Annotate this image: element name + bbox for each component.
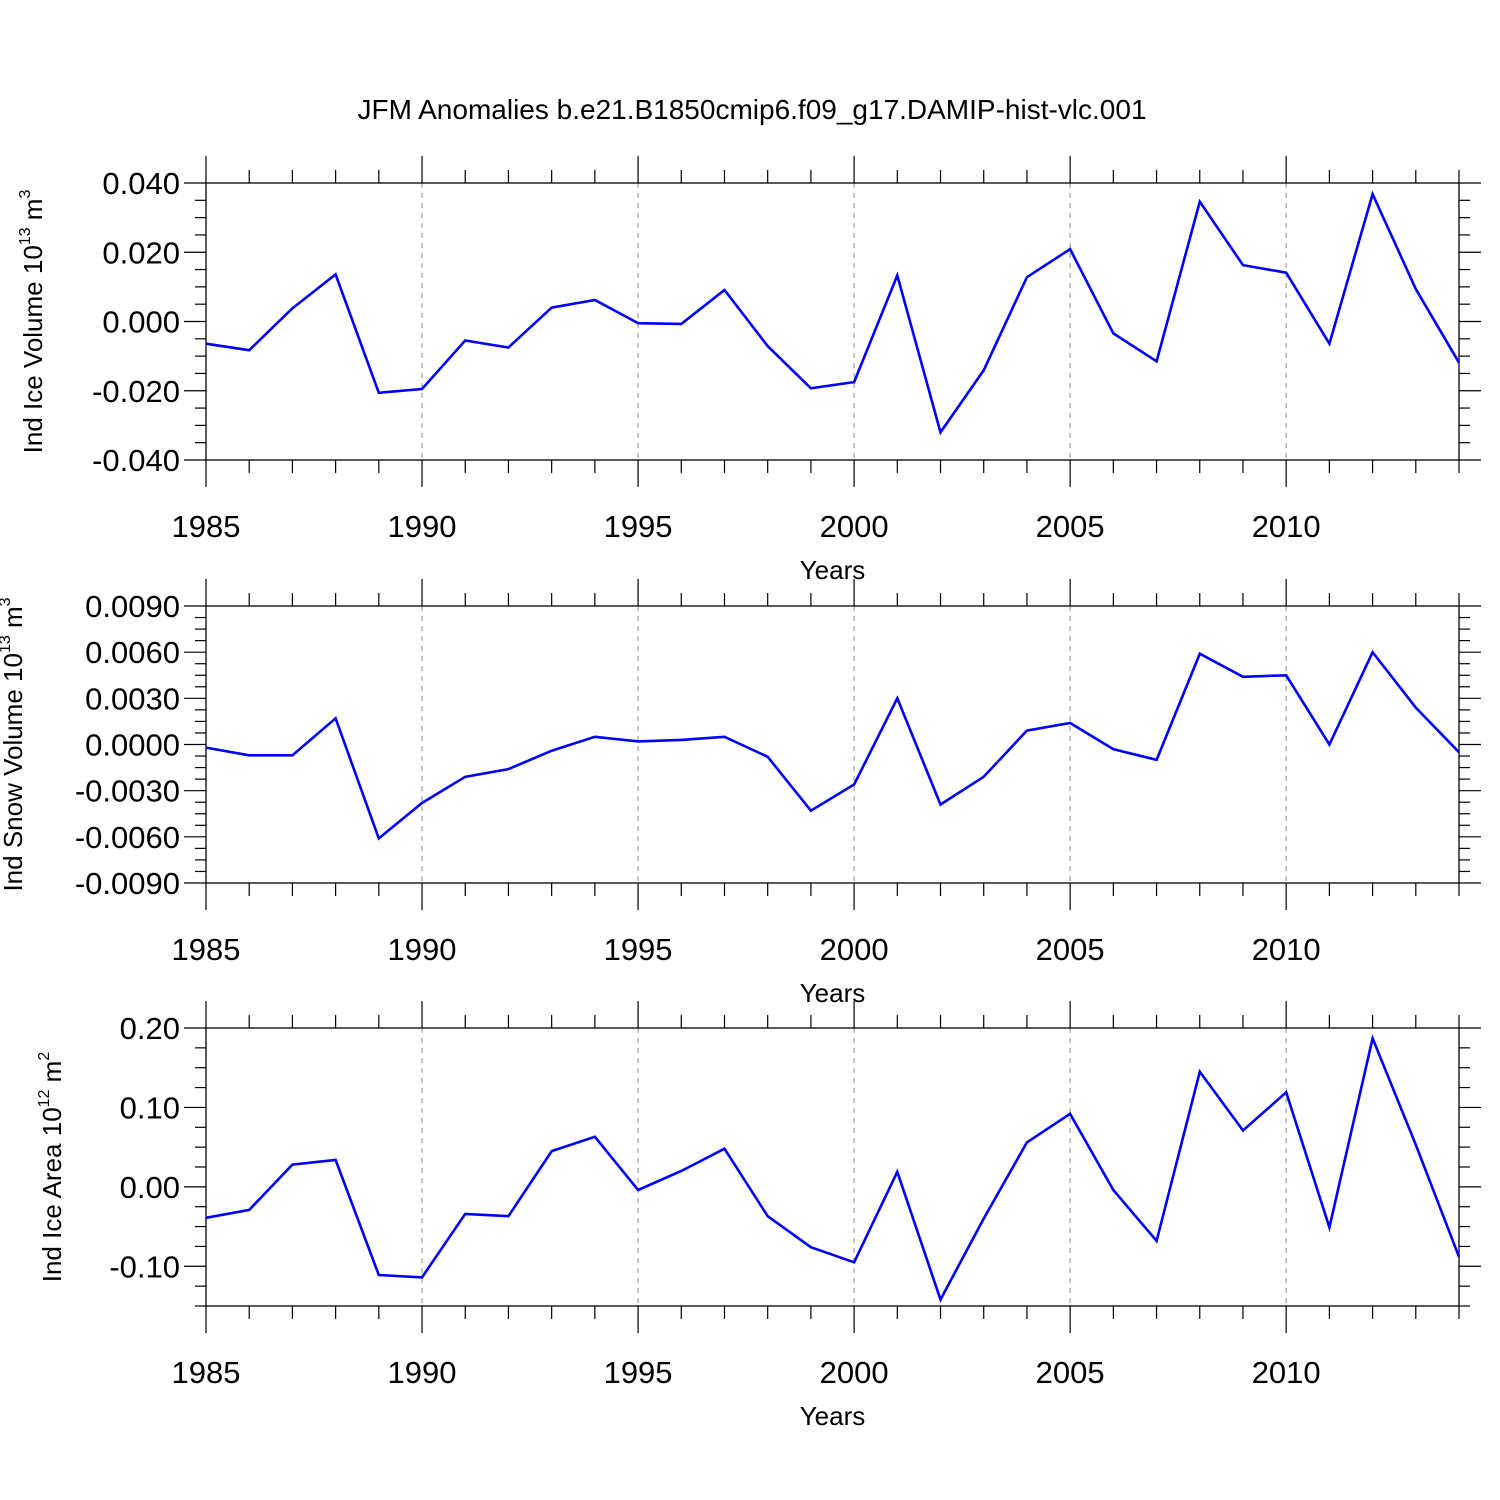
series-line-1 bbox=[205, 1033, 1461, 1303]
y-tick-label: 0.0060 bbox=[85, 635, 180, 670]
y-tick-label: 0.0000 bbox=[85, 728, 180, 763]
series-line-1 bbox=[205, 649, 1460, 841]
x-tick-label: 2000 bbox=[820, 1355, 889, 1390]
y-tick-label: -0.0060 bbox=[75, 820, 180, 855]
x-tick-label: 2000 bbox=[820, 509, 889, 544]
x-tick-label: 1990 bbox=[388, 1355, 457, 1390]
y-axis-label: Ind Ice Volume 1013 m3 bbox=[17, 190, 48, 454]
y-tick-label: 0.00 bbox=[120, 1170, 180, 1205]
x-tick-label: 2000 bbox=[820, 932, 889, 967]
chart-panel-3: -0.10 0.00 0.10 0.20 1985 1990 1995 2000 2005 201… bbox=[36, 1001, 1481, 1431]
chart-title: JFM Anomalies b.e21.B1850cmip6.f09_g17.D… bbox=[357, 94, 1146, 125]
y-axis-label: Ind Snow Volume 1013 m3 bbox=[0, 597, 28, 891]
x-axis-label: Years bbox=[800, 1401, 866, 1431]
x-tick-label: 2010 bbox=[1252, 509, 1321, 544]
y-tick-label: 0.20 bbox=[120, 1011, 180, 1046]
x-tick-label: 1985 bbox=[172, 932, 241, 967]
y-tick-label: 0.0090 bbox=[85, 589, 180, 624]
y-tick-label: 0.000 bbox=[102, 305, 180, 340]
x-tick-label: 1995 bbox=[604, 932, 673, 967]
y-axis-label: Ind Ice Area 1012 m2 bbox=[36, 1052, 67, 1283]
x-tick-label: 2005 bbox=[1036, 1355, 1105, 1390]
x-axis-label: Years bbox=[800, 555, 866, 585]
x-tick-label: 2010 bbox=[1252, 932, 1321, 967]
chart-panels: -0.040 -0.020 0.000 0.020 0.040 1985 1990 1995 2… bbox=[0, 156, 1481, 1431]
x-tick-label: 1990 bbox=[388, 509, 457, 544]
plot-frame bbox=[205, 1027, 1460, 1307]
y-tick-label: -0.0090 bbox=[75, 866, 180, 901]
x-axis-label: Years bbox=[800, 978, 866, 1008]
y-tick-label: 0.020 bbox=[102, 235, 180, 270]
x-tick-label: 2005 bbox=[1036, 932, 1105, 967]
chart-panel-1: -0.040 -0.020 0.000 0.020 0.040 1985 1990 1995 2… bbox=[17, 156, 1481, 585]
x-tick-label: 2005 bbox=[1036, 509, 1105, 544]
x-tick-label: 1995 bbox=[604, 509, 673, 544]
y-tick-label: -0.020 bbox=[92, 374, 180, 409]
x-tick-label: 1985 bbox=[172, 1355, 241, 1390]
plot-frame bbox=[205, 182, 1460, 461]
x-tick-label: 2010 bbox=[1252, 1355, 1321, 1390]
y-tick-label: -0.040 bbox=[92, 443, 180, 478]
y-tick-label: 0.0030 bbox=[85, 681, 180, 716]
y-tick-label: -0.0030 bbox=[75, 774, 180, 809]
y-tick-label: -0.10 bbox=[109, 1249, 180, 1284]
series-line-1 bbox=[205, 190, 1461, 436]
y-tick-label: 0.10 bbox=[120, 1090, 180, 1125]
plot-frame bbox=[205, 605, 1460, 884]
chart-panel-2: -0.0090 -0.0060 -0.0030 0.0000 0.0030 0.0060 0… bbox=[0, 579, 1481, 1008]
x-tick-label: 1985 bbox=[172, 509, 241, 544]
x-tick-label: 1990 bbox=[388, 932, 457, 967]
x-tick-label: 1995 bbox=[604, 1355, 673, 1390]
y-tick-label: 0.040 bbox=[102, 166, 180, 201]
